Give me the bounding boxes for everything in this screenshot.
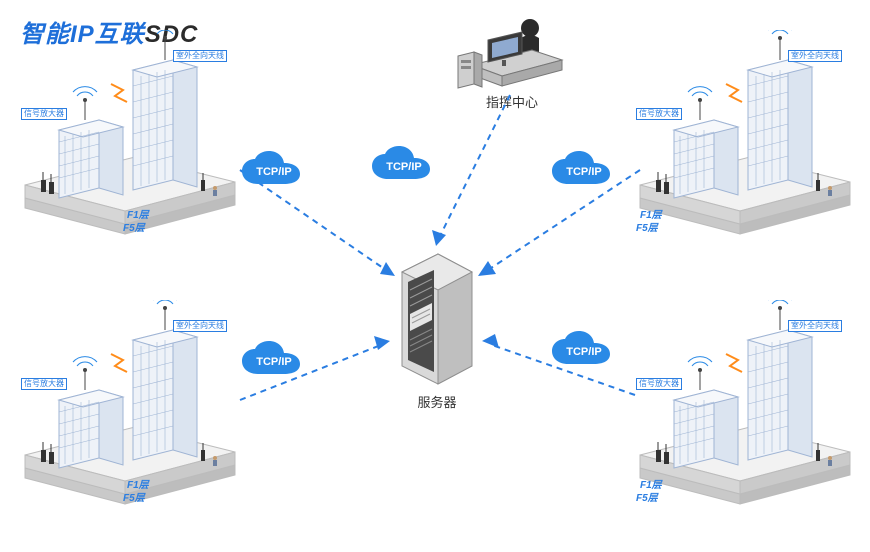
tag-amplifier: 信号放大器: [636, 378, 682, 390]
tag-antenna: 室外全向天线: [788, 50, 842, 62]
floor-f5: F5层: [123, 489, 145, 504]
server-label: 服务器: [398, 392, 476, 411]
tag-amplifier: 信号放大器: [21, 378, 67, 390]
cloud-tcpip-1: TCP/IP: [238, 150, 310, 194]
floor-f5: F5层: [636, 489, 658, 504]
cloud-tcpip-2: TCP/IP: [368, 145, 440, 189]
cloud-tcpip-3: TCP/IP: [548, 150, 620, 194]
building-site-1: 信号放大器 室外全向天线 F1层 F5层: [15, 30, 245, 240]
building-site-4: 信号放大器 室外全向天线 F1层 F5层: [630, 300, 860, 510]
tag-antenna: 室外全向天线: [173, 320, 227, 332]
tag-amplifier: 信号放大器: [21, 108, 67, 120]
command-center-label: 指挥中心: [452, 92, 572, 111]
tag-amplifier: 信号放大器: [636, 108, 682, 120]
building-site-3: 信号放大器 室外全向天线 F1层 F5层: [15, 300, 245, 510]
cloud-label: TCP/IP: [238, 340, 310, 384]
cloud-tcpip-4: TCP/IP: [238, 340, 310, 384]
tag-antenna: 室外全向天线: [173, 50, 227, 62]
cloud-label: TCP/IP: [548, 150, 620, 194]
server-icon: [398, 248, 476, 388]
cloud-label: TCP/IP: [368, 145, 440, 189]
floor-f5: F5层: [123, 219, 145, 234]
cloud-tcpip-5: TCP/IP: [548, 330, 620, 374]
command-center: [452, 10, 572, 90]
floor-f5: F5层: [636, 219, 658, 234]
cloud-label: TCP/IP: [238, 150, 310, 194]
tag-antenna: 室外全向天线: [788, 320, 842, 332]
building-site-2: 信号放大器 室外全向天线 F1层 F5层: [630, 30, 860, 240]
cloud-label: TCP/IP: [548, 330, 620, 374]
